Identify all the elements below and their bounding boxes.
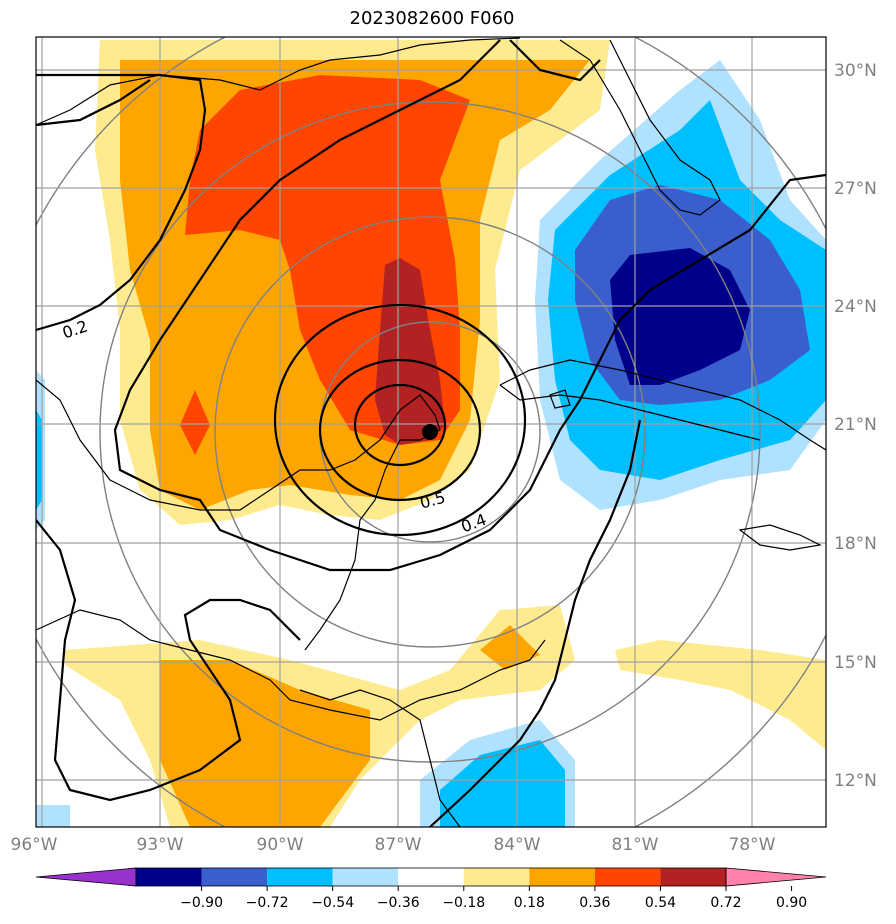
colorbar-tick-label: 0.90 — [776, 895, 807, 911]
latitude-labels: 30°N 27°N 24°N 21°N 18°N 15°N 12°N — [834, 61, 877, 791]
lat-label: 27°N — [834, 179, 877, 199]
colorbar-tick-label: 0.54 — [645, 895, 676, 911]
lat-label: 15°N — [834, 653, 877, 673]
colorbar-segment — [398, 868, 464, 886]
lat-label: 21°N — [834, 415, 877, 435]
colorbar-segment — [529, 868, 595, 886]
colorbar-tick-label: −0.90 — [180, 895, 223, 911]
colorbar-outline — [135, 867, 727, 887]
storm-center-marker — [422, 424, 438, 440]
colorbar-extend-low — [35, 867, 137, 887]
lon-label: 93°W — [137, 835, 184, 855]
map-frame — [35, 36, 827, 828]
colorbar-tick-label: −0.72 — [246, 895, 289, 911]
colorbar: −0.90 −0.72 −0.54 −0.36 −0.18 0.18 0.36 0.54 0.7… — [35, 867, 827, 911]
gridlines — [36, 37, 826, 827]
colorbar-segment — [660, 868, 726, 886]
lon-label: 90°W — [257, 835, 304, 855]
lat-label: 30°N — [834, 61, 877, 81]
lon-label: 78°W — [729, 835, 776, 855]
lat-label: 18°N — [834, 534, 877, 554]
lon-label: 87°W — [375, 835, 422, 855]
colorbar-segment — [463, 868, 530, 886]
contour-lines — [36, 39, 826, 827]
colorbar-tick-label: −0.54 — [311, 895, 354, 911]
colorbar-segment — [267, 868, 333, 886]
colorbar-segment — [136, 868, 202, 886]
lat-label: 24°N — [834, 297, 877, 317]
negative-anomaly-0-72 — [610, 248, 750, 385]
colorbar-extend-high — [725, 867, 827, 887]
map-title: 2023082600 F060 — [349, 8, 515, 29]
coastlines — [36, 37, 826, 827]
colorbar-segment — [201, 868, 268, 886]
colorbar-tick-label: 0.72 — [710, 895, 741, 911]
lon-label: 84°W — [494, 835, 541, 855]
colorbar-tick-label: 0.18 — [514, 895, 545, 911]
colorbar-tick-label: −0.18 — [442, 895, 485, 911]
colorbar-segment — [332, 868, 399, 886]
lon-label: 96°W — [11, 835, 58, 855]
colorbar-tick-label: 0.36 — [579, 895, 610, 911]
colorbar-segment — [594, 868, 661, 886]
lat-label: 12°N — [834, 771, 877, 791]
lon-label: 81°W — [612, 835, 659, 855]
colorbar-tick-label: −0.36 — [377, 895, 420, 911]
longitude-labels: 96°W 93°W 90°W 87°W 84°W 81°W 78°W — [11, 835, 776, 855]
